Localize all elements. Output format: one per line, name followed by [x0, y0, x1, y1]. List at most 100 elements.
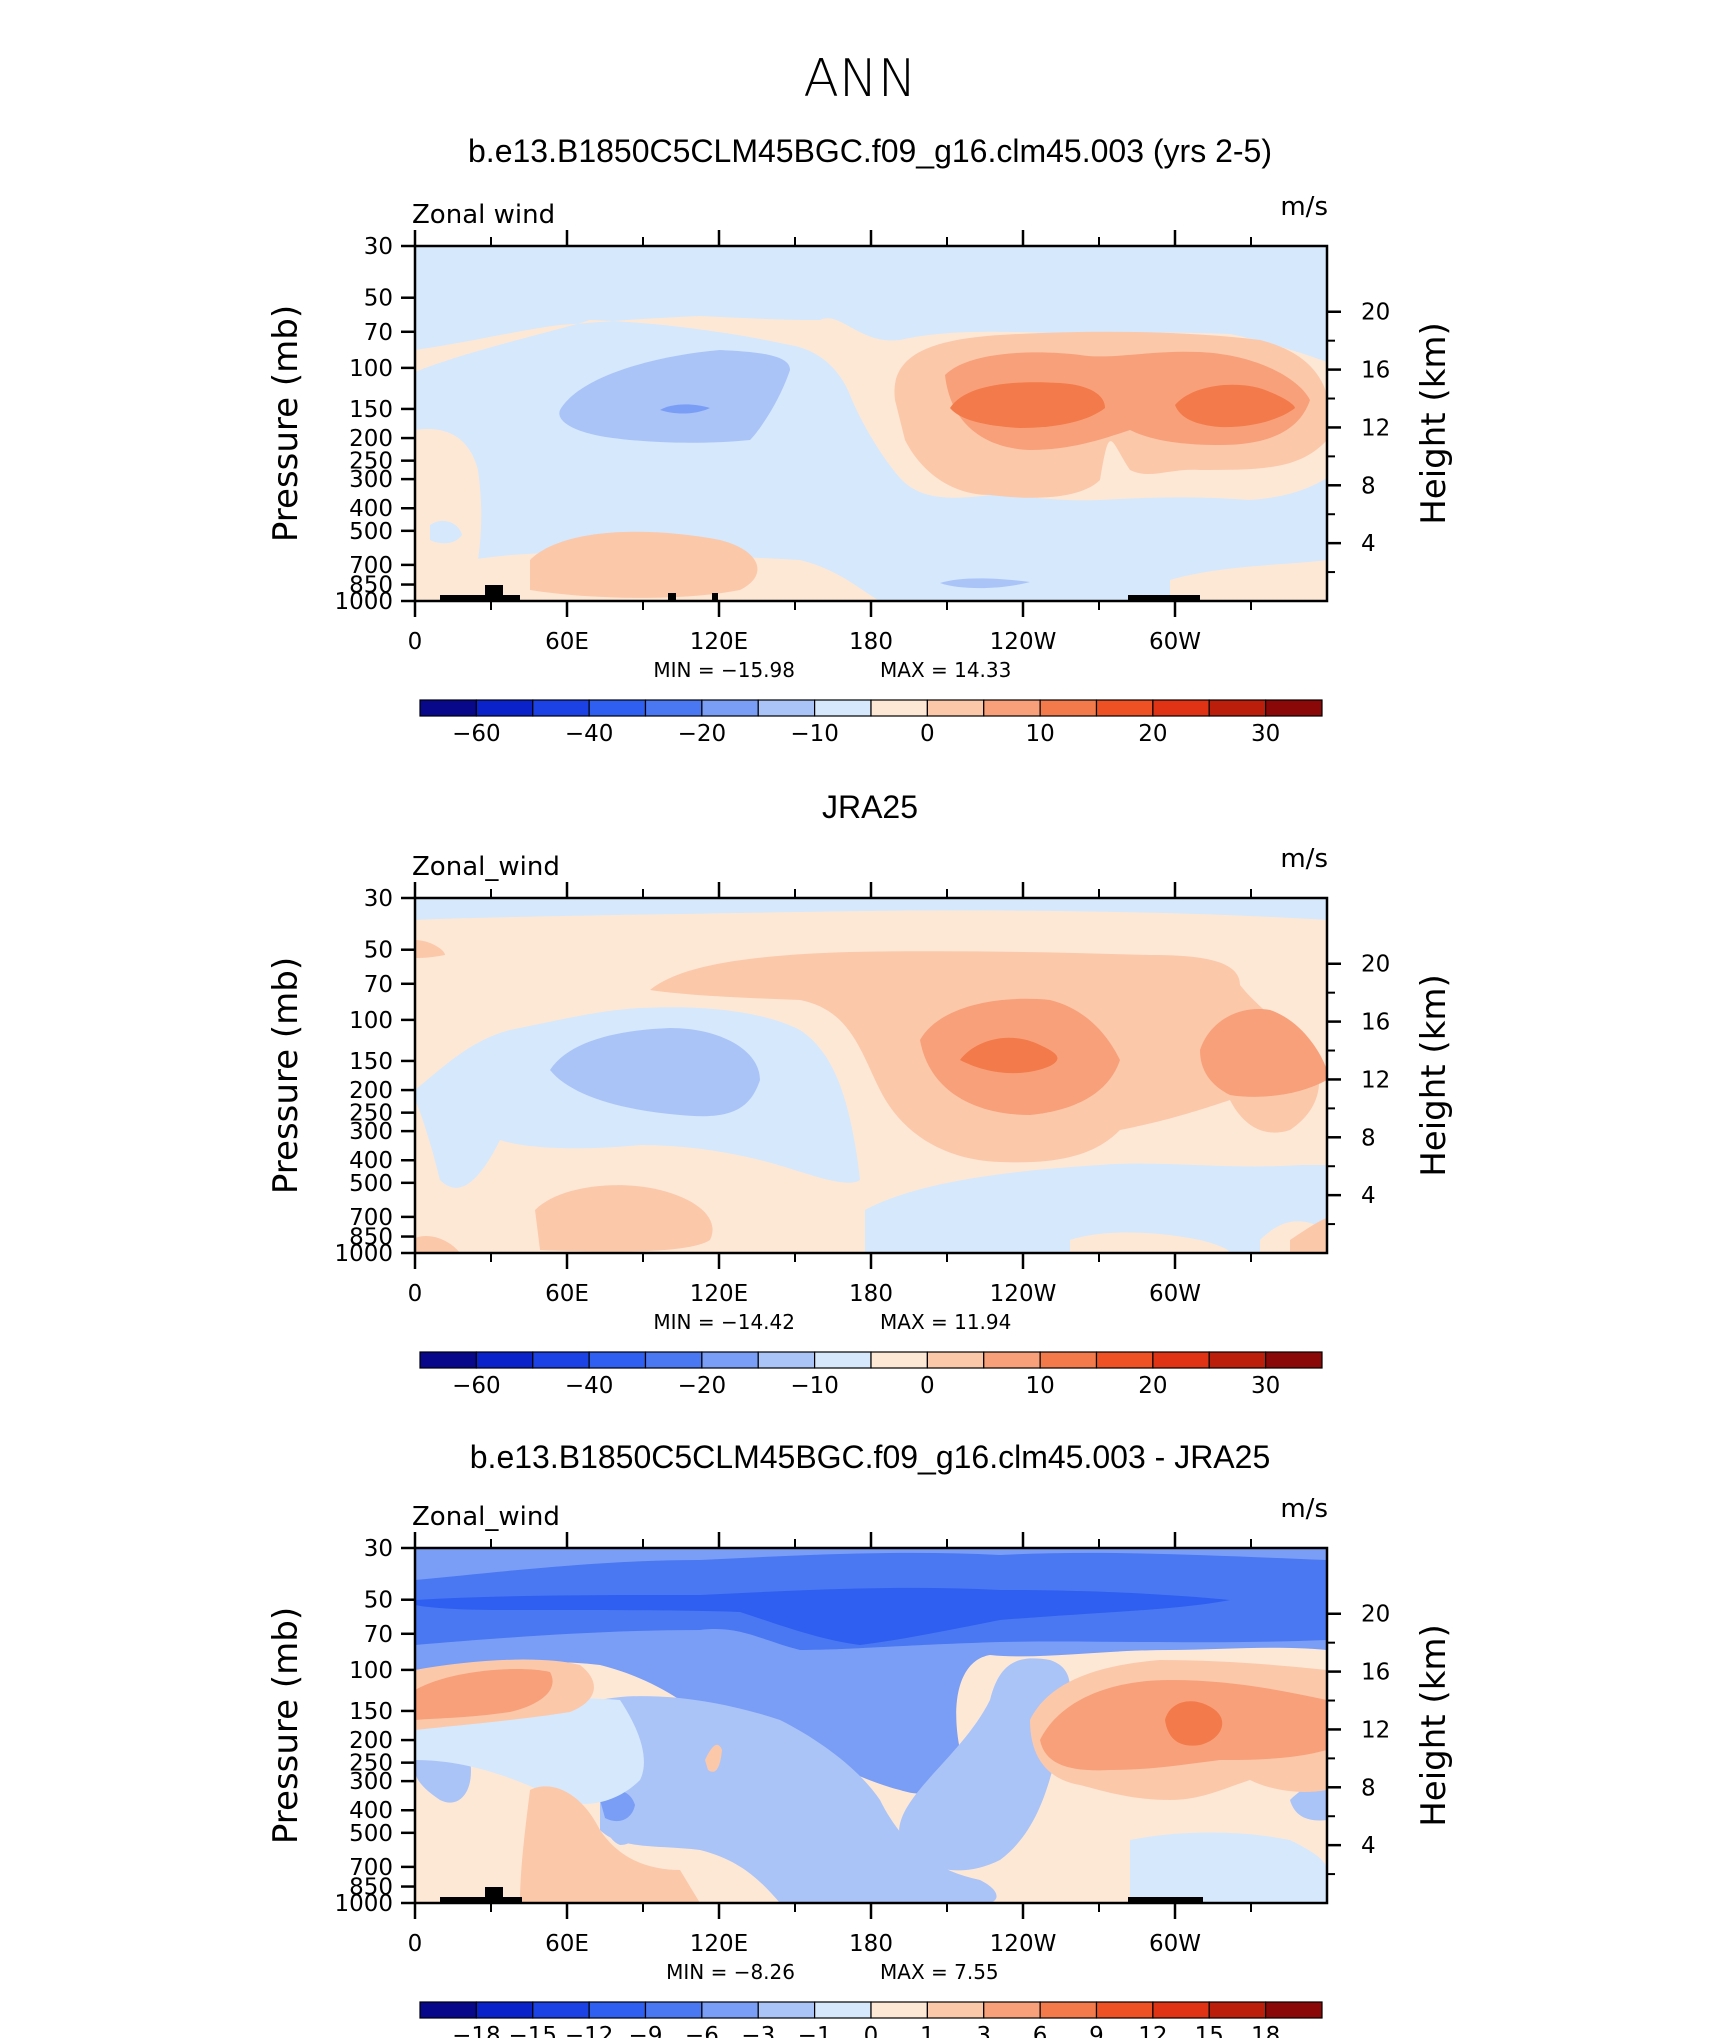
units-label: m/s	[1280, 1494, 1328, 1524]
colorbar-swatch	[1152, 699, 1210, 717]
colorbar-swatch	[757, 2001, 816, 2019]
y-tick-label: 300	[349, 1769, 393, 1795]
y-tick-label: 1000	[334, 1241, 393, 1267]
colorbar-label: 12	[1138, 2023, 1167, 2038]
contour-region	[415, 1698, 644, 1804]
colorbar-label: −10	[790, 1373, 839, 1399]
y-tick-label: 50	[364, 286, 393, 312]
colorbar-label: −12	[565, 2023, 614, 2038]
x-tick-label: 120W	[990, 629, 1057, 655]
contour-field	[415, 898, 1327, 1253]
colorbar-swatch	[588, 699, 647, 717]
contour-region	[415, 1235, 460, 1253]
colorbar-swatch	[926, 2001, 985, 2019]
colorbar-swatch	[1095, 2001, 1154, 2019]
contour-region	[535, 1185, 713, 1252]
colorbar-label: 20	[1138, 721, 1167, 747]
y-tick-label: 500	[349, 1821, 393, 1847]
contour-region	[415, 1587, 1230, 1645]
contour-region	[960, 1037, 1058, 1074]
contour-region	[705, 1744, 722, 1772]
colorbar-swatch	[870, 1351, 928, 1369]
y-right-tick-label: 20	[1361, 952, 1390, 978]
colorbar-swatch	[757, 1351, 816, 1369]
colorbar-swatch	[588, 1351, 647, 1369]
colorbar-swatch	[644, 2001, 703, 2019]
suptitle: ANN	[803, 49, 916, 109]
colorbar-swatch	[1039, 1351, 1098, 1369]
contour-region	[1070, 1232, 1230, 1253]
panel-3: b.e13.B1850C5CLM45BGC.f09_g16.clm45.003 …	[266, 1439, 1454, 2038]
contour-region	[1130, 1832, 1327, 1903]
colorbar-swatch	[701, 2001, 759, 2019]
colorbar-swatch	[1265, 699, 1323, 717]
min-stat: MIN = −15.98	[653, 658, 795, 682]
y-tick-label: 850	[349, 1875, 393, 1901]
panel-1: b.e13.B1850C5CLM45BGC.f09_g16.clm45.003 …	[266, 133, 1454, 747]
y-right-tick-label: 16	[1361, 1660, 1390, 1686]
contour-region	[440, 585, 520, 601]
colorbar-label: 30	[1251, 721, 1280, 747]
contour-region	[1128, 595, 1200, 601]
colorbar-swatch	[1152, 2001, 1210, 2019]
colorbar-label: 10	[1025, 1373, 1054, 1399]
axes-frame: 0 60E 120E 180 120W 60W3050701001502002503004…	[266, 230, 1454, 747]
contour-region	[415, 898, 1327, 920]
y-right-tick-label: 20	[1361, 1602, 1390, 1628]
colorbar-swatch	[644, 1351, 703, 1369]
colorbar-swatch	[1039, 699, 1098, 717]
colorbar-label: −3	[741, 2023, 775, 2038]
y-tick-label: 100	[349, 1008, 393, 1034]
y-right-tick-label: 20	[1361, 300, 1390, 326]
colorbar-swatch	[983, 699, 1041, 717]
colorbar-swatch	[475, 699, 534, 717]
colorbar-swatch	[814, 1351, 872, 1369]
colorbar-label: −9	[629, 2023, 663, 2038]
colorbar-label: −20	[678, 1373, 727, 1399]
colorbar-swatch	[1095, 699, 1154, 717]
contour-region	[520, 1786, 700, 1903]
y-right-tick-label: 16	[1361, 1010, 1390, 1036]
x-tick-label: 0	[408, 1931, 423, 1957]
x-tick-label: 0	[408, 629, 423, 655]
y-axis-label: Pressure (mb)	[266, 957, 306, 1194]
y-right-tick-label: 4	[1361, 1833, 1376, 1859]
y-tick-label: 700	[349, 553, 393, 579]
contour-region	[1128, 1897, 1203, 1903]
units-label: m/s	[1280, 192, 1328, 222]
y-tick-label: 70	[364, 320, 393, 346]
max-stat: MAX = 11.94	[880, 1310, 1011, 1334]
y-right-axis-label: Height (km)	[1414, 322, 1454, 525]
colorbar-swatch	[814, 2001, 872, 2019]
y-tick-label: 30	[364, 886, 393, 912]
min-stat: MIN = −14.42	[653, 1310, 795, 1334]
colorbar-swatch	[475, 1351, 534, 1369]
colorbar-label: −15	[508, 2023, 557, 2038]
colorbar-label: −10	[790, 721, 839, 747]
y-tick-label: 1000	[334, 1891, 393, 1917]
colorbar-swatch	[419, 699, 477, 717]
colorbar-swatch	[814, 699, 872, 717]
y-right-tick-label: 4	[1361, 531, 1376, 557]
contour-region	[430, 520, 462, 544]
contour-region	[950, 382, 1105, 428]
colorbar-swatch	[983, 2001, 1041, 2019]
colorbar-label: 3	[976, 2023, 991, 2038]
max-stat: MAX = 14.33	[880, 658, 1011, 682]
x-tick-label: 60E	[545, 1931, 589, 1957]
colorbar-swatch	[1265, 1351, 1323, 1369]
colorbar-swatch	[532, 699, 590, 717]
colorbar-label: −1	[798, 2023, 832, 2038]
y-tick-label: 100	[349, 1658, 393, 1684]
y-right-tick-label: 12	[1361, 1067, 1390, 1093]
colorbar-swatch	[1095, 1351, 1154, 1369]
colorbar-swatch	[926, 1351, 985, 1369]
x-tick-label: 0	[408, 1281, 423, 1307]
colorbar-swatch	[1208, 699, 1267, 717]
contour-region	[440, 1887, 522, 1903]
axes-frame: 0 60E 120E 180 120W 60W3050701001502002503004…	[266, 882, 1454, 1399]
colorbar-label: −6	[685, 2023, 719, 2038]
colorbar-swatch	[419, 2001, 477, 2019]
contour-region	[1170, 560, 1327, 601]
contour-region	[668, 593, 676, 601]
